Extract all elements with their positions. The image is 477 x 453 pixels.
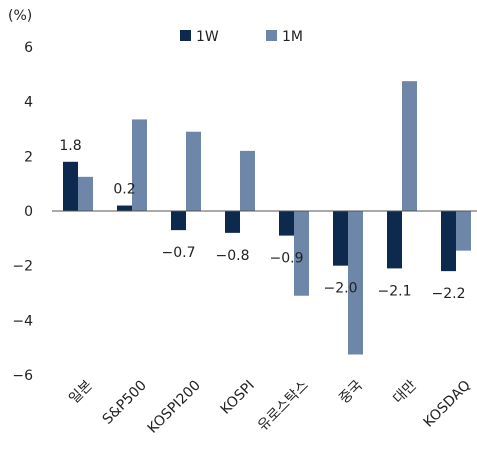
y-axis-unit-label: (%) [8,8,32,24]
y-tick-label: −6 [12,368,33,384]
category-label-6: 대만 [390,377,420,407]
y-tick-label: 0 [24,204,33,220]
bar-1w-7 [441,211,456,272]
category-label-4: 유로스탁스 [255,377,312,434]
bar-1m-2 [186,131,201,211]
bar-1m-5 [348,211,363,355]
y-tick-label: −4 [12,313,33,329]
category-label-7: KOSDAQ [421,378,474,431]
y-tick-label: 4 [24,95,33,111]
bar-1m-4 [294,211,309,296]
data-label-1w-2: −0.7 [162,245,196,261]
bars [63,81,471,355]
bar-1m-1 [132,119,147,211]
bar-1m-3 [240,150,255,211]
bar-1m-7 [456,211,471,251]
bar-1w-2 [171,211,186,231]
data-label-1w-5: −2.0 [324,281,358,297]
bar-1w-0 [63,161,78,211]
category-label-1: S&P500 [100,378,150,428]
data-label-1w-3: −0.8 [216,248,250,264]
y-tick-label: −2 [12,259,33,275]
data-labels: 1.8 0.2 −0.7 −0.8 −0.9 −2.0 −2.1 −2.2 [59,138,465,302]
data-label-1w-7: −2.2 [432,286,466,302]
bar-1w-3 [225,211,240,233]
data-label-1w-0: 1.8 [59,138,81,154]
bar-1m-6 [402,81,417,212]
legend-swatch-1w [180,30,191,41]
legend-label-1m: 1M [282,29,303,45]
bar-1w-4 [279,211,294,236]
bar-1m-0 [78,176,93,211]
legend-label-1w: 1W [196,29,219,45]
data-label-1w-4: −0.9 [270,251,304,267]
bar-1w-1 [117,205,132,211]
legend-swatch-1m [266,30,277,41]
category-label-2: KOSPI200 [145,378,204,437]
data-label-1w-1: 0.2 [113,182,135,198]
category-label-0: 일본 [66,377,96,407]
legend: 1W 1M [180,29,303,45]
data-label-1w-6: −2.1 [378,283,412,299]
category-label-5: 중국 [336,377,366,407]
y-tick-label: 6 [24,40,33,56]
bar-1w-6 [387,211,402,269]
bar-1w-5 [333,211,348,266]
y-axis-ticks: −6 −4 −2 0 2 4 6 [12,40,33,384]
y-tick-label: 2 [24,149,33,165]
category-label-3: KOSPI [218,378,258,418]
